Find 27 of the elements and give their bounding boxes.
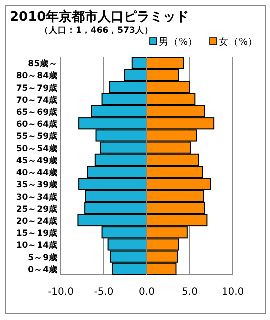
- x-tick-label: 10.0: [222, 287, 244, 298]
- y-tick-label: 55～59歳: [16, 131, 58, 142]
- y-tick-label: 85歳～: [28, 58, 58, 70]
- legend-label: 男（%）: [159, 37, 198, 48]
- subtitle: （人口：1，466，573人）: [40, 26, 154, 36]
- y-tick-label: 15～19歳: [16, 228, 58, 240]
- y-tick-label: 5～9歳: [28, 252, 58, 264]
- y-tick-label: 35～39歳: [16, 180, 58, 191]
- y-tick-label: 40～44歳: [16, 168, 58, 179]
- y-tick-label: 75～79歳: [16, 82, 58, 94]
- y-tick-label: 0～4歳: [28, 264, 58, 276]
- y-tick-label: 20～24歳: [16, 216, 58, 227]
- y-tick-label: 60～64歳: [16, 119, 58, 130]
- title: 2010年京都市人口ピラミッド: [10, 10, 190, 25]
- y-tick-label: 10～14歳: [16, 240, 58, 252]
- x-tick-label: -5.0: [94, 287, 114, 298]
- x-tick-label: -10.0: [48, 287, 74, 298]
- y-tick-label: 80～84歳: [16, 70, 58, 82]
- y-tick-label: 70～74歳: [16, 94, 58, 106]
- x-tick-label: 0.0: [139, 287, 155, 298]
- y-tick-label: 65～69歳: [16, 107, 58, 118]
- y-tick-label: 30～34歳: [16, 192, 58, 203]
- y-tick-label: 45～49歳: [16, 155, 58, 166]
- x-tick-label: 5.0: [182, 287, 198, 298]
- legend-label: 女（%）: [219, 36, 258, 48]
- y-tick-label: 50～54歳: [16, 143, 58, 154]
- y-tick-label: 25～29歳: [16, 204, 58, 215]
